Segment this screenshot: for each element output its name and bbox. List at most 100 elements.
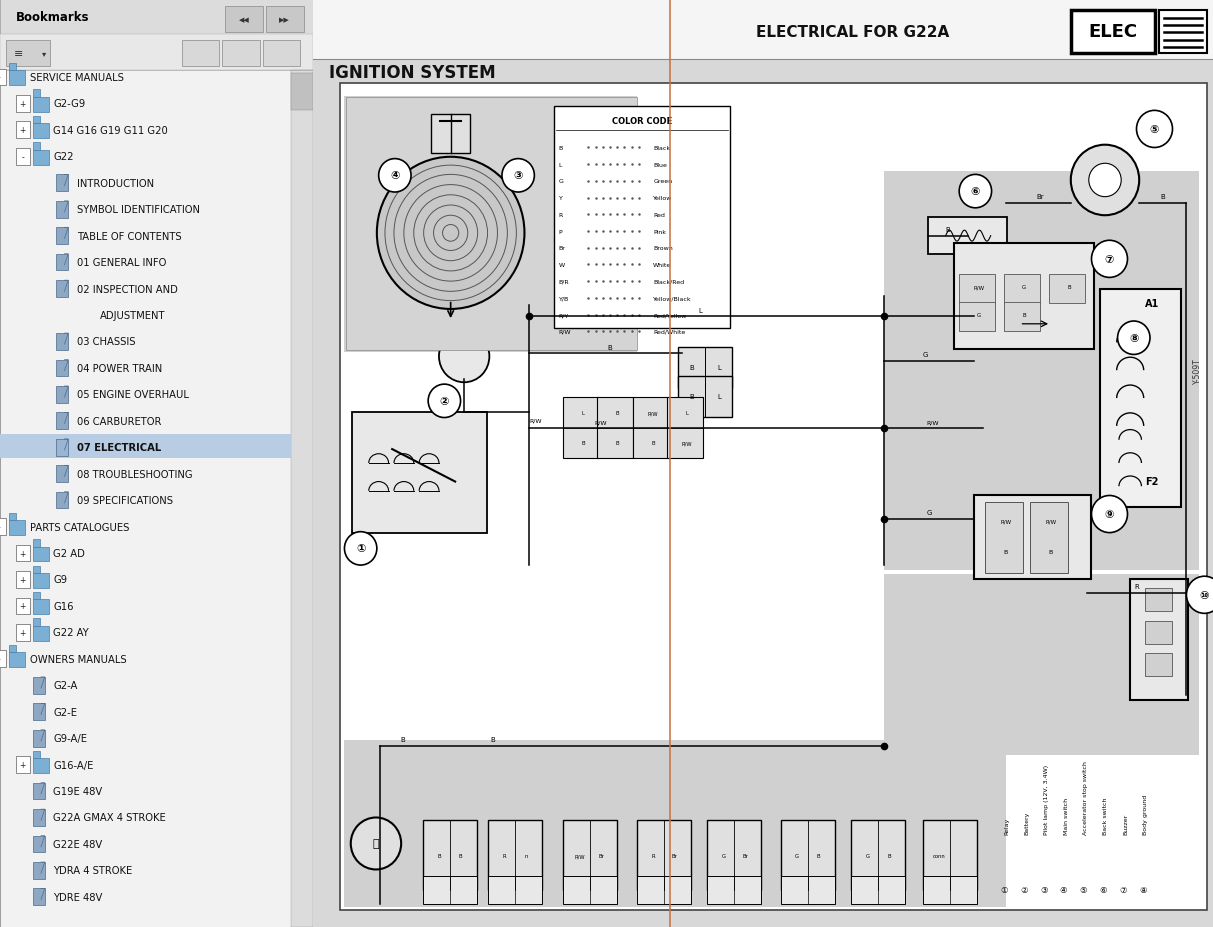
Bar (928, 218, 1007, 255)
Text: -: - (21, 153, 24, 161)
Text: B: B (887, 853, 890, 858)
Text: G: G (865, 853, 870, 858)
Bar (707, 820, 762, 890)
Text: B: B (818, 853, 820, 858)
Bar (16, 756, 30, 773)
Text: G9-A/E: G9-A/E (53, 733, 87, 743)
Text: ④: ④ (391, 171, 399, 181)
Text: L: L (717, 365, 721, 371)
Bar (222, 41, 260, 67)
Bar (33, 151, 49, 165)
Text: ⑩: ⑩ (1200, 590, 1209, 600)
Bar (56, 465, 68, 482)
Text: Main switch: Main switch (1064, 797, 1069, 834)
Text: ③: ③ (513, 171, 523, 181)
Text: +: + (19, 549, 25, 558)
Text: ⑨: ⑨ (1105, 510, 1115, 519)
Bar (678, 348, 733, 388)
Bar (974, 496, 1092, 579)
Text: R/W: R/W (973, 285, 985, 290)
Bar (884, 171, 1200, 570)
Text: B: B (608, 345, 613, 350)
Bar (0, 651, 6, 667)
Bar (33, 90, 40, 97)
Bar (707, 876, 762, 904)
Bar (1145, 621, 1173, 644)
Bar (955, 243, 1094, 349)
Text: SYMBOL IDENTIFICATION: SYMBOL IDENTIFICATION (76, 205, 200, 215)
Bar (313, 0, 1213, 60)
Text: R/W: R/W (1001, 518, 1012, 524)
Text: ①: ① (355, 544, 365, 553)
Bar (16, 95, 30, 112)
Text: B: B (1067, 285, 1071, 290)
Bar (56, 492, 68, 509)
Text: R: R (1134, 584, 1139, 590)
Bar (489, 876, 542, 904)
Text: IGNITION SYSTEM: IGNITION SYSTEM (329, 64, 496, 83)
Text: Red/Yellow: Red/Yellow (653, 312, 687, 318)
Text: Pilot lamp (12V, 3.4W): Pilot lamp (12V, 3.4W) (1044, 764, 1049, 834)
Text: Br: Br (672, 853, 678, 858)
Bar (33, 836, 45, 853)
Text: Red/White: Red/White (653, 329, 685, 335)
Text: Br: Br (559, 246, 565, 251)
Text: 02 INSPECTION AND: 02 INSPECTION AND (76, 285, 177, 294)
Text: G2-E: G2-E (53, 707, 78, 717)
Bar (852, 820, 905, 890)
Circle shape (959, 175, 991, 209)
Text: B: B (945, 227, 950, 233)
Text: INTRODUCTION: INTRODUCTION (76, 179, 154, 188)
Text: Yellow: Yellow (653, 196, 672, 201)
Text: B: B (581, 440, 585, 446)
Circle shape (377, 158, 524, 310)
Text: Black: Black (653, 146, 671, 151)
Text: R/W: R/W (529, 418, 541, 423)
Bar (667, 398, 702, 459)
Bar (33, 592, 40, 600)
Text: P: P (559, 229, 563, 235)
Text: Pink: Pink (653, 229, 666, 235)
Bar (226, 7, 263, 33)
Text: ④: ④ (1060, 885, 1067, 895)
Text: B: B (459, 853, 462, 858)
Text: ②: ② (1020, 885, 1027, 895)
Text: Brown: Brown (653, 246, 673, 251)
Circle shape (1089, 164, 1121, 197)
Text: R/W: R/W (1046, 518, 1057, 524)
Bar (56, 228, 68, 245)
Bar (884, 575, 1200, 756)
Circle shape (439, 331, 489, 383)
Text: ⑤: ⑤ (1080, 885, 1087, 895)
Circle shape (1092, 496, 1128, 533)
Text: OWNERS MANUALS: OWNERS MANUALS (30, 654, 126, 664)
Text: G: G (927, 510, 932, 515)
Text: R/W: R/W (594, 420, 608, 425)
Bar (33, 565, 40, 573)
Bar (1030, 502, 1069, 573)
Text: Body ground: Body ground (1143, 794, 1147, 834)
Text: ◀◀: ◀◀ (239, 18, 250, 23)
Bar (16, 625, 30, 641)
Text: n: n (524, 853, 528, 858)
Bar (563, 876, 617, 904)
Bar (344, 740, 1006, 907)
Text: ⑦: ⑦ (1120, 885, 1127, 895)
Bar (33, 758, 49, 773)
Text: SERVICE MANUALS: SERVICE MANUALS (30, 73, 124, 83)
Text: ⑧: ⑧ (1139, 885, 1146, 895)
Circle shape (502, 159, 535, 193)
Text: TABLE OF CONTENTS: TABLE OF CONTENTS (76, 232, 181, 241)
Bar (56, 439, 68, 456)
Text: Yellow/Black: Yellow/Black (653, 296, 691, 301)
Bar (56, 334, 68, 350)
Text: YDRA 4 STROKE: YDRA 4 STROKE (53, 866, 132, 875)
Text: B: B (400, 737, 405, 743)
Circle shape (351, 818, 402, 870)
Text: COLOR CODE: COLOR CODE (611, 117, 672, 126)
Text: 04 POWER TRAIN: 04 POWER TRAIN (76, 363, 161, 374)
Bar (563, 820, 617, 890)
Text: F2: F2 (1145, 476, 1158, 487)
Bar (33, 888, 45, 905)
Text: Battery: Battery (1024, 811, 1029, 834)
